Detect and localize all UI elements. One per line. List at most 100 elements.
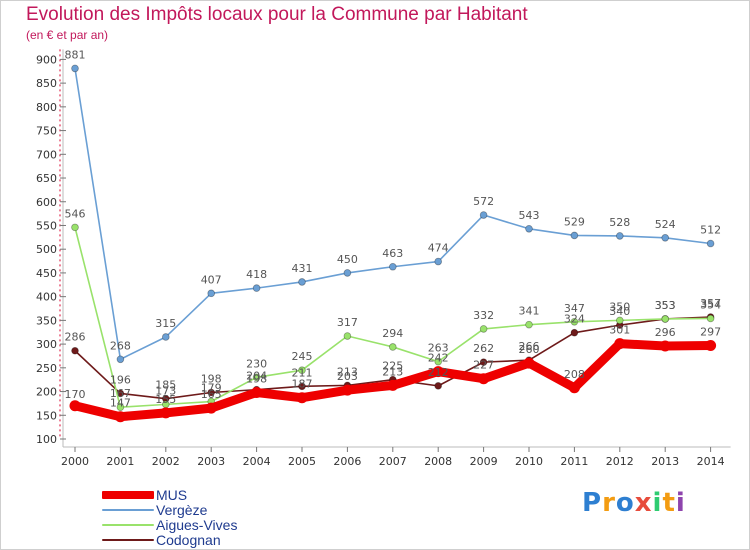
- data-point-codognan: [207, 388, 216, 397]
- data-point-mus: [69, 400, 81, 412]
- data-label-mus: 227: [473, 359, 494, 372]
- x-tick-label: 2006: [333, 455, 361, 468]
- data-label-vergeze: 881: [65, 48, 86, 61]
- data-label-mus: 260: [519, 343, 540, 356]
- y-tick-label: 900: [36, 53, 57, 66]
- data-point-mus: [205, 402, 217, 414]
- data-label-vergeze: 418: [246, 268, 267, 281]
- data-point-codognan: [71, 346, 79, 355]
- data-point-aigues-vives: [252, 373, 261, 382]
- data-label-codognan: 324: [564, 313, 585, 326]
- data-point-codognan: [298, 382, 306, 391]
- data-point-mus: [387, 379, 399, 391]
- y-tick-label: 200: [36, 386, 57, 399]
- x-tick-label: 2010: [515, 455, 543, 468]
- data-label-aigues-vives: 179: [201, 382, 222, 395]
- legend-label-mus: MUS: [156, 487, 188, 503]
- data-label-vergeze: 528: [609, 216, 630, 229]
- data-point-vergeze: [71, 64, 79, 73]
- data-point-vergeze: [525, 224, 533, 233]
- data-point-mus: [614, 338, 626, 350]
- logo-letter: i: [675, 488, 686, 518]
- data-point-codognan: [434, 382, 443, 390]
- data-label-aigues-vives: 341: [519, 305, 540, 318]
- data-point-vergeze: [615, 232, 624, 240]
- legend-label-codognan: Codognan: [156, 532, 221, 548]
- logo-letter: r: [602, 488, 616, 518]
- data-point-aigues-vives: [71, 223, 79, 232]
- proxiti-logo: Proxiti: [582, 488, 686, 518]
- y-tick-label: 700: [36, 148, 57, 161]
- y-tick-label: 550: [36, 219, 57, 232]
- data-label-aigues-vives: 317: [337, 316, 358, 329]
- y-tick-label: 250: [36, 362, 57, 375]
- data-label-codognan: 340: [609, 305, 630, 318]
- data-label-codognan: 204: [246, 370, 267, 383]
- data-point-aigues-vives: [615, 316, 624, 325]
- data-point-vergeze: [116, 355, 125, 364]
- data-label-aigues-vives: 173: [155, 384, 176, 397]
- data-point-codognan: [479, 358, 488, 366]
- y-tick-label: 400: [36, 291, 57, 304]
- data-label-vergeze: 315: [155, 317, 176, 330]
- data-point-vergeze: [162, 333, 170, 341]
- y-tick-label: 500: [36, 243, 57, 256]
- data-label-aigues-vives: 353: [655, 299, 676, 312]
- data-label-codognan: 213: [337, 365, 358, 378]
- data-point-mus: [251, 386, 263, 398]
- data-point-aigues-vives: [570, 317, 579, 326]
- data-point-aigues-vives: [343, 332, 352, 340]
- chart-title: Evolution des Impôts locaux pour la Comm…: [26, 4, 528, 25]
- data-point-aigues-vives: [525, 320, 533, 329]
- data-label-mus: 155: [155, 393, 176, 406]
- data-label-vergeze: 543: [519, 209, 540, 222]
- logo-letter: i: [652, 488, 663, 518]
- logo-letter: x: [634, 488, 653, 518]
- data-label-aigues-vives: 546: [65, 207, 86, 220]
- data-point-aigues-vives: [298, 366, 306, 374]
- logo-letter: t: [662, 488, 676, 518]
- data-point-vergeze: [252, 284, 261, 292]
- y-tick-label: 150: [36, 409, 57, 422]
- data-point-aigues-vives: [661, 315, 669, 323]
- data-point-mus: [705, 340, 717, 352]
- data-label-vergeze: 524: [655, 218, 676, 231]
- data-label-mus: 203: [337, 370, 358, 383]
- data-point-mus: [114, 411, 126, 423]
- data-label-aigues-vives: 354: [700, 298, 721, 311]
- x-tick-label: 2000: [61, 455, 89, 468]
- data-label-aigues-vives: 332: [473, 309, 494, 322]
- data-point-mus: [160, 407, 172, 419]
- x-tick-label: 2002: [152, 455, 180, 468]
- y-tick-label: 650: [36, 172, 57, 185]
- data-label-codognan: 225: [382, 360, 403, 373]
- data-point-mus: [296, 392, 308, 404]
- data-point-mus: [432, 366, 444, 378]
- legend-swatch-codognan: [102, 539, 154, 541]
- data-point-vergeze: [388, 262, 397, 271]
- data-point-vergeze: [298, 278, 306, 286]
- data-label-vergeze: 463: [382, 247, 403, 260]
- data-point-vergeze: [343, 269, 352, 277]
- x-tick-label: 2014: [697, 455, 725, 468]
- data-point-aigues-vives: [388, 343, 397, 351]
- data-point-vergeze: [207, 289, 216, 298]
- x-tick-label: 2008: [424, 455, 452, 468]
- data-point-vergeze: [434, 257, 443, 266]
- logo-letter: P: [582, 488, 603, 518]
- data-label-vergeze: 431: [292, 262, 313, 275]
- data-label-aigues-vives: 230: [246, 357, 267, 370]
- data-label-vergeze: 572: [473, 195, 494, 208]
- data-label-aigues-vives: 263: [428, 342, 449, 355]
- legend-swatch-mus: [102, 491, 154, 499]
- legend-swatch-vergeze: [102, 509, 154, 511]
- data-point-vergeze: [706, 239, 715, 248]
- data-label-mus: 170: [65, 388, 86, 401]
- y-tick-label: 100: [36, 433, 57, 446]
- y-tick-label: 850: [36, 77, 57, 90]
- x-tick-label: 2004: [243, 455, 271, 468]
- data-label-codognan: 353: [655, 299, 676, 312]
- data-label-mus: 165: [201, 388, 222, 401]
- legend-swatch-aigues-vives: [102, 524, 154, 526]
